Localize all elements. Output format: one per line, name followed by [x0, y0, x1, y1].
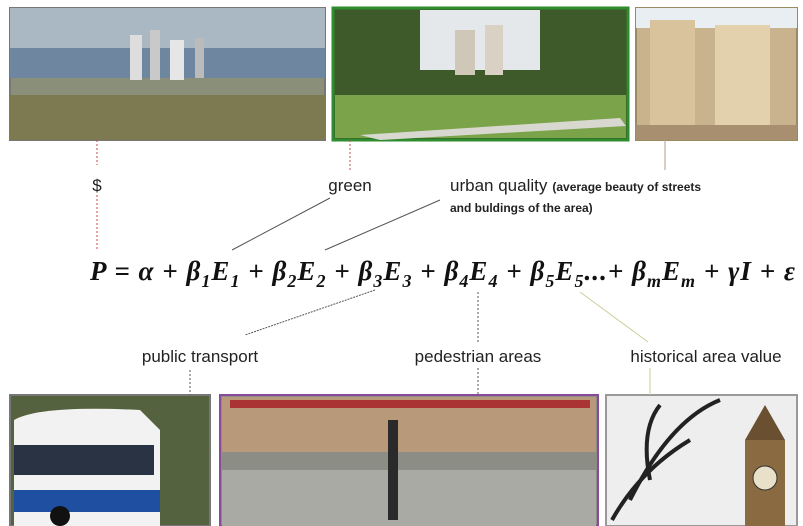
equation-part: β — [530, 256, 545, 286]
equation-part: + — [499, 256, 530, 286]
connector — [232, 198, 330, 250]
equation-part: 2 — [286, 271, 296, 291]
equation-part: E — [382, 256, 401, 286]
label: green — [328, 176, 371, 195]
equation-part: ...+ — [585, 256, 632, 286]
equation-part: = — [107, 256, 138, 286]
equation-part: 5 — [574, 271, 583, 291]
equation-part: E — [210, 256, 229, 286]
equation-part: + — [241, 256, 272, 286]
equation-part: m — [681, 271, 695, 291]
equation-part: 5 — [545, 271, 554, 291]
photo-park — [333, 8, 628, 140]
equation-part: + — [413, 256, 444, 286]
label-note: and buldings of the area) — [450, 201, 593, 215]
equation-part: P — [89, 256, 107, 286]
diagram: $ green urban quality (average beauty of … — [0, 0, 803, 526]
equation-part: E — [468, 256, 487, 286]
equation-part: 4 — [458, 271, 468, 291]
equation-part: β — [358, 256, 373, 286]
equation-part: β — [631, 256, 646, 286]
label: pedestrian areas — [415, 347, 542, 366]
photo-plaza — [220, 395, 598, 526]
equation-part: 1 — [201, 271, 210, 291]
equation-part: γI — [728, 256, 752, 286]
photo-bus — [10, 395, 210, 526]
equation-part: m — [647, 271, 661, 291]
label-note: (average beauty of streets — [552, 180, 701, 194]
equation-part: E — [661, 256, 680, 286]
equation-part: 2 — [315, 271, 325, 291]
equation-part: 3 — [372, 271, 382, 291]
equation-part: β — [272, 256, 287, 286]
photo-city — [10, 8, 325, 140]
equation-part: E — [296, 256, 315, 286]
connector — [580, 292, 648, 342]
equation-part: + — [696, 256, 727, 286]
equation-part: α — [139, 256, 155, 286]
label: $ — [92, 176, 102, 195]
equation-part: + — [327, 256, 358, 286]
equation-part: + — [752, 256, 783, 286]
label: urban quality (average beauty of streets — [450, 176, 701, 195]
equation: P = α + β1E1 + β2E2 + β3E3 + β4E4 + β5E5… — [89, 256, 795, 291]
connector — [245, 290, 375, 335]
equation-part: β — [186, 256, 201, 286]
connector — [325, 200, 440, 250]
label: historical area value — [630, 347, 781, 366]
equation-part: β — [444, 256, 459, 286]
equation-part: 3 — [401, 271, 411, 291]
label: public transport — [142, 347, 259, 366]
equation-part: 4 — [487, 271, 497, 291]
equation-part: ε — [784, 256, 795, 286]
photo-big-ben — [606, 395, 797, 526]
equation-part: 1 — [230, 271, 239, 291]
equation-part: E — [554, 256, 573, 286]
equation-part: + — [155, 256, 186, 286]
photo-buildings — [636, 8, 797, 140]
label-text: urban quality — [450, 176, 548, 195]
